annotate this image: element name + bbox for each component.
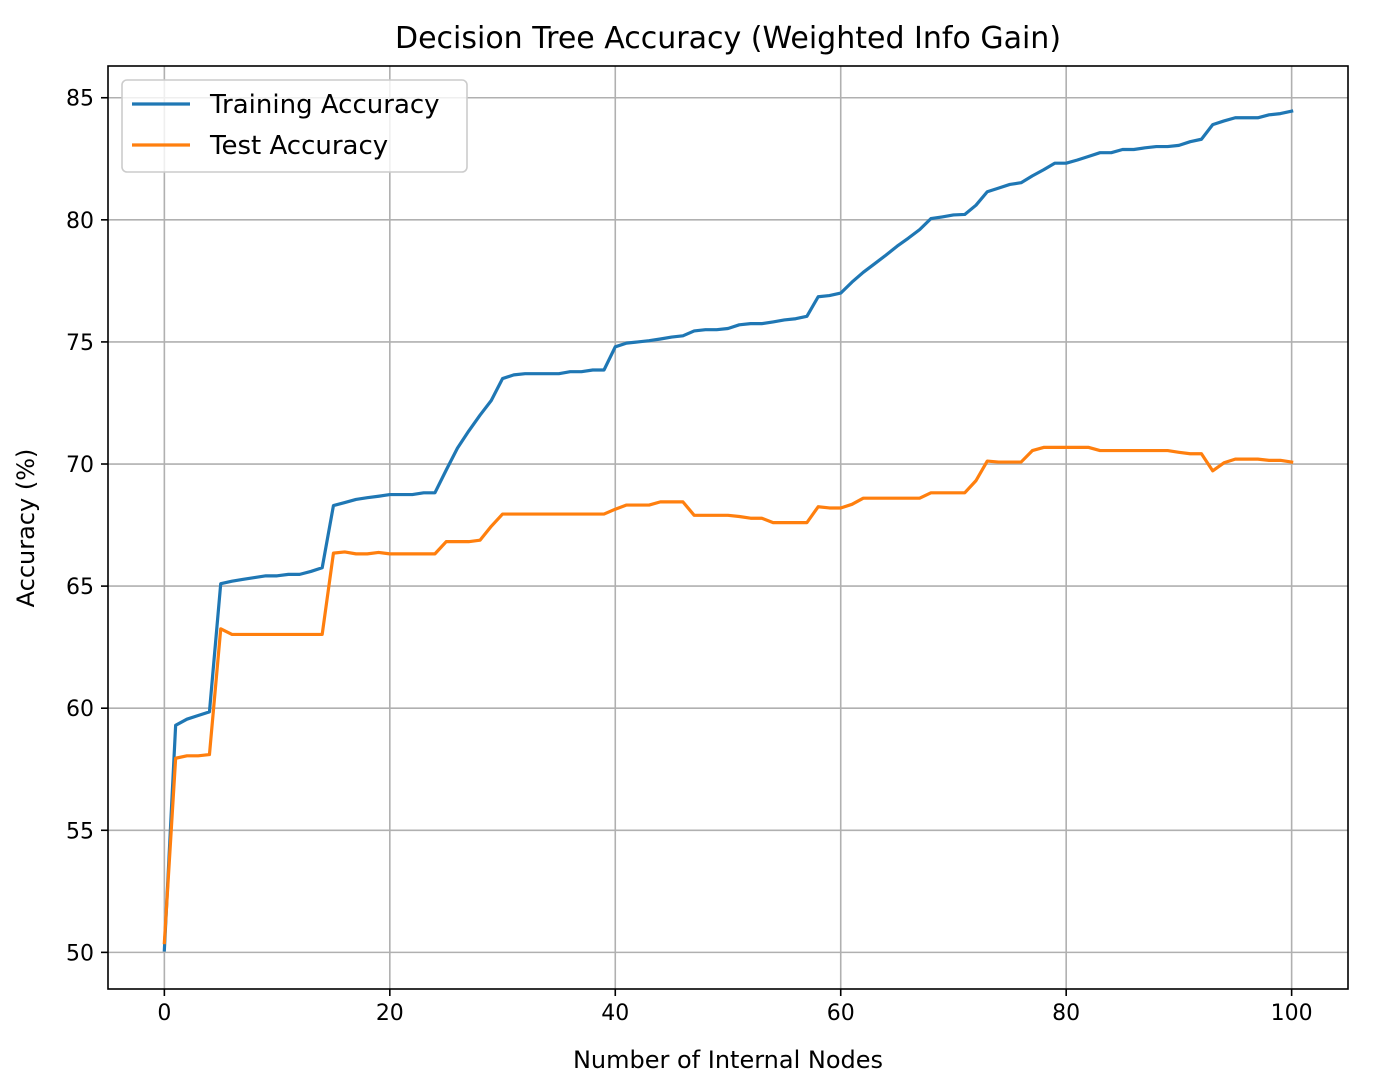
y-tick-label: 80 — [66, 209, 94, 234]
y-tick-label: 75 — [66, 331, 94, 356]
x-tick-label: 100 — [1271, 1001, 1313, 1026]
plot-area — [108, 66, 1348, 989]
legend-box — [121, 79, 468, 173]
grid — [108, 66, 1348, 989]
x-tick-label: 60 — [827, 1001, 855, 1026]
y-tick-label: 60 — [66, 697, 94, 722]
series-layer — [162, 109, 1294, 952]
ticks: 0 20 40 60 80 100 50 55 60 65 70 75 80 85 — [66, 87, 1313, 1026]
series-line-training-accuracy — [162, 109, 1294, 952]
legend: Training Accuracy Test Accuracy — [121, 79, 468, 173]
y-tick-label: 50 — [66, 941, 94, 966]
legend-label-test-accuracy: Test Accuracy — [209, 131, 388, 161]
y-tick-label: 70 — [66, 453, 94, 478]
x-tick-label: 80 — [1052, 1001, 1080, 1026]
x-tick-label: 20 — [376, 1001, 404, 1026]
series-line-test-accuracy — [162, 445, 1294, 945]
legend-label-training-accuracy: Training Accuracy — [209, 90, 440, 120]
y-tick-label: 85 — [66, 87, 94, 112]
y-tick-label: 55 — [66, 819, 94, 844]
x-tick-label: 0 — [157, 1001, 171, 1026]
y-axis-label: Accuracy (%) — [12, 449, 40, 608]
chart-title: Decision Tree Accuracy (Weighted Info Ga… — [395, 21, 1061, 56]
x-tick-label: 40 — [601, 1001, 629, 1026]
y-tick-label: 65 — [66, 575, 94, 600]
x-axis-label: Number of Internal Nodes — [573, 1046, 883, 1074]
plot-frame — [107, 65, 1349, 990]
